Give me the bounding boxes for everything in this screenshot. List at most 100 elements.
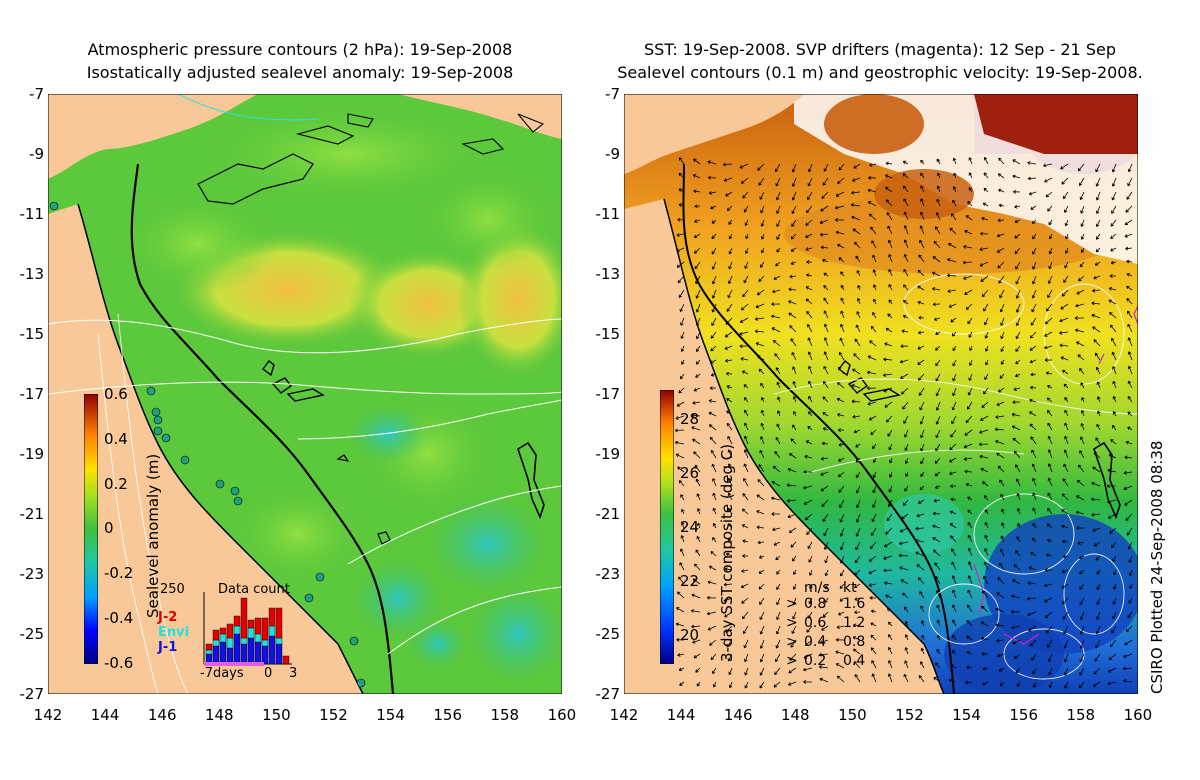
- velocity-vector: [1030, 436, 1037, 445]
- velocity-vector: [984, 521, 989, 529]
- velocity-vector: [1095, 191, 1101, 201]
- velocity-vector: [967, 317, 973, 325]
- velocity-vector: [920, 605, 925, 613]
- velocity-vector: [984, 317, 989, 326]
- velocity-vector: [1044, 331, 1053, 337]
- velocity-vector: [1090, 497, 1101, 502]
- velocity-vector: [1127, 380, 1133, 389]
- velocity-vector: [870, 325, 877, 333]
- histogram-bar: [261, 617, 269, 641]
- velocity-vector: [1060, 356, 1069, 361]
- lat-tick-label: -13: [595, 265, 621, 283]
- velocity-vector: [743, 384, 749, 389]
- velocity-vector: [854, 597, 861, 601]
- velocity-vector: [951, 561, 957, 571]
- velocity-vector: [1014, 653, 1021, 659]
- velocity-vector: [936, 634, 941, 641]
- velocity-vector: [755, 303, 765, 309]
- velocity-vector: [742, 554, 749, 558]
- velocity-vector: [855, 513, 861, 523]
- velocity-vector: [790, 541, 797, 548]
- lon-tick-label: 158: [1066, 706, 1096, 724]
- velocity-vector: [1128, 597, 1133, 604]
- velocity-vector: [776, 219, 781, 227]
- velocity-vector: [936, 648, 941, 655]
- velocity-vector: [1097, 396, 1101, 403]
- velocity-vector: [820, 205, 829, 212]
- velocity-vector: [951, 575, 957, 585]
- velocity-vector: [728, 219, 733, 225]
- velocity-vector: [920, 661, 925, 669]
- velocity-vector: [1061, 583, 1069, 589]
- lon-tick-label: 160: [1123, 706, 1153, 724]
- velocity-vector: [697, 508, 701, 515]
- velocity-vector: [1093, 275, 1101, 280]
- velocity-vector: [1126, 191, 1133, 200]
- velocity-vector: [711, 289, 717, 299]
- velocity-vector: [823, 351, 829, 361]
- velocity-vector: [1091, 313, 1101, 319]
- velocity-vector: [1000, 331, 1005, 340]
- velocity-vector: [758, 275, 765, 282]
- velocity-vector: [1015, 359, 1021, 365]
- velocity-vector: [1016, 536, 1021, 543]
- velocity-vector: [997, 218, 1005, 223]
- velocity-vector: [918, 577, 925, 585]
- velocity-vector: [900, 579, 909, 585]
- velocity-vector: [808, 163, 813, 173]
- velocity-vector: [1061, 597, 1069, 605]
- velocity-vector: [776, 205, 781, 214]
- velocity-vector: [808, 411, 813, 417]
- velocity-vector: [793, 411, 797, 417]
- velocity-vector: [1044, 611, 1053, 619]
- velocity-vector: [775, 555, 781, 561]
- velocity-vector: [1075, 510, 1085, 515]
- velocity-vector: [933, 549, 941, 557]
- lon-tick-label: 154: [952, 706, 981, 724]
- velocity-vector: [1095, 233, 1101, 240]
- velocity-vector: [885, 327, 893, 333]
- velocity-vector: [1064, 205, 1069, 213]
- velocity-vector: [983, 495, 989, 501]
- velocity-vector: [771, 314, 781, 319]
- lon-tick-label: 142: [609, 706, 639, 724]
- velocity-vector: [725, 317, 733, 325]
- velocity-vector: [851, 190, 861, 195]
- velocity-vector: [871, 240, 877, 249]
- velocity-vector: [1125, 440, 1133, 445]
- sla-colorbar-tick: 0.6: [104, 385, 128, 403]
- velocity-vector: [711, 219, 717, 224]
- velocity-vector: [757, 479, 765, 487]
- velocity-vector: [903, 211, 909, 221]
- velocity-vector: [1032, 261, 1037, 270]
- velocity-vector: [1095, 177, 1101, 187]
- velocity-vector: [679, 303, 685, 313]
- velocity-vector: [742, 539, 749, 543]
- velocity-vector: [1062, 539, 1069, 544]
- velocity-vector: [903, 239, 909, 249]
- velocity-vector: [1063, 449, 1069, 459]
- histogram-bar: [254, 633, 262, 643]
- velocity-vector: [1027, 611, 1037, 617]
- velocity-vector: [728, 667, 733, 676]
- velocity-vector: [681, 359, 685, 365]
- velocity-vector: [789, 453, 797, 459]
- velocity-vector: [854, 583, 861, 588]
- velocity-vector: [1076, 289, 1085, 295]
- histogram-bar: [226, 623, 234, 639]
- velocity-vector: [1064, 409, 1069, 417]
- velocity-vector: [856, 311, 861, 319]
- velocity-vector: [744, 219, 749, 226]
- velocity-vector: [901, 329, 909, 333]
- velocity-vector: [1112, 597, 1117, 605]
- velocity-vector: [994, 427, 1005, 432]
- velocity-vector: [709, 436, 717, 445]
- velocity-vector: [695, 303, 701, 313]
- velocity-vector: [1126, 298, 1133, 305]
- velocity-vector: [756, 525, 765, 530]
- velocity-vector: [852, 636, 861, 641]
- velocity-vector: [823, 527, 829, 537]
- histogram-bar: [282, 655, 290, 665]
- velocity-vector: [920, 211, 925, 221]
- velocity-vector: [1080, 233, 1085, 240]
